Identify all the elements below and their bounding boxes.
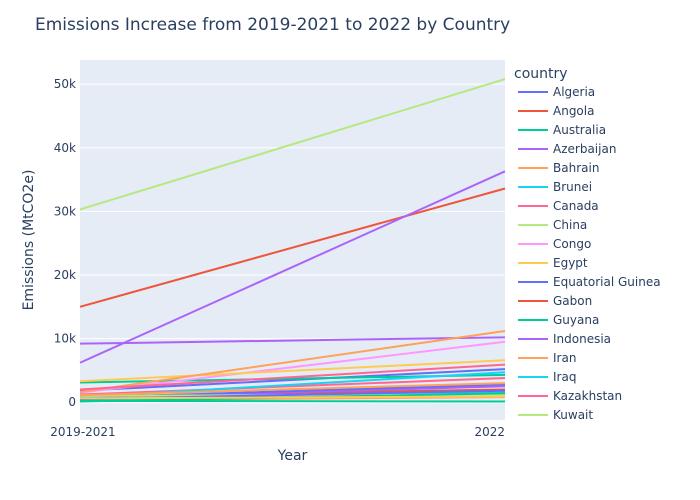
y-tick-label: 50k <box>54 77 76 91</box>
legend-title: country <box>514 66 568 82</box>
series-line[interactable] <box>79 336 506 345</box>
series-line[interactable] <box>79 78 506 211</box>
legend-item-label[interactable]: Angola <box>553 104 594 118</box>
legend-item-label[interactable]: Kuwait <box>553 408 593 422</box>
legend-item-label[interactable]: Iran <box>553 351 576 365</box>
series-line[interactable] <box>79 340 506 394</box>
legend-item-label[interactable]: Gabon <box>553 294 592 308</box>
legend-item-label[interactable]: Brunei <box>553 180 592 194</box>
series-line[interactable] <box>79 382 506 397</box>
series-line[interactable] <box>79 395 506 400</box>
series-line[interactable] <box>79 187 506 308</box>
legend-item-label[interactable]: Indonesia <box>553 332 611 346</box>
y-tick-label: 30k <box>54 204 76 218</box>
x-axis-title: Year <box>277 448 308 464</box>
legend-item-label[interactable]: China <box>553 218 587 232</box>
series-lines <box>79 78 506 403</box>
legend-item-label[interactable]: Algeria <box>553 85 595 99</box>
y-tick-label: 20k <box>54 268 76 282</box>
y-tick-label: 0 <box>68 395 76 409</box>
legend[interactable]: Algeria Angola Australia Azerbaijan Bahrain B… <box>518 85 661 422</box>
plot-area <box>80 60 505 420</box>
legend-item-label[interactable]: Congo <box>553 237 591 251</box>
legend-item-label[interactable]: Guyana <box>553 313 599 327</box>
legend-item-label[interactable]: Equatorial Guinea <box>553 275 661 289</box>
series-line[interactable] <box>79 377 506 396</box>
series-line[interactable] <box>79 329 506 394</box>
legend-item-label[interactable]: Azerbaijan <box>553 142 616 156</box>
legend-item-label[interactable]: Egypt <box>553 256 588 270</box>
y-tick-label: 40k <box>54 141 76 155</box>
series-line[interactable] <box>79 363 506 391</box>
chart-title: Emissions Increase from 2019-2021 to 202… <box>35 15 510 35</box>
x-tick-label: 2022 <box>474 425 505 439</box>
legend-item-label[interactable]: Australia <box>553 123 606 137</box>
legend-item-label[interactable]: Iraq <box>553 370 576 384</box>
series-line[interactable] <box>79 368 506 392</box>
series-line[interactable] <box>79 359 506 383</box>
series-line[interactable] <box>79 170 506 364</box>
y-axis-ticks: 0 10k 20k 30k 40k 50k <box>54 77 76 409</box>
y-tick-label: 10k <box>54 332 76 346</box>
legend-item-label[interactable]: Bahrain <box>553 161 599 175</box>
y-axis-title: Emissions (MtCO2e) <box>21 170 37 311</box>
legend-item-label[interactable]: Canada <box>553 199 599 213</box>
legend-item-label[interactable]: Kazakhstan <box>553 389 622 403</box>
x-axis-ticks: 2019-2021 2022 <box>50 425 505 439</box>
x-tick-label: 2019-2021 <box>50 425 115 439</box>
